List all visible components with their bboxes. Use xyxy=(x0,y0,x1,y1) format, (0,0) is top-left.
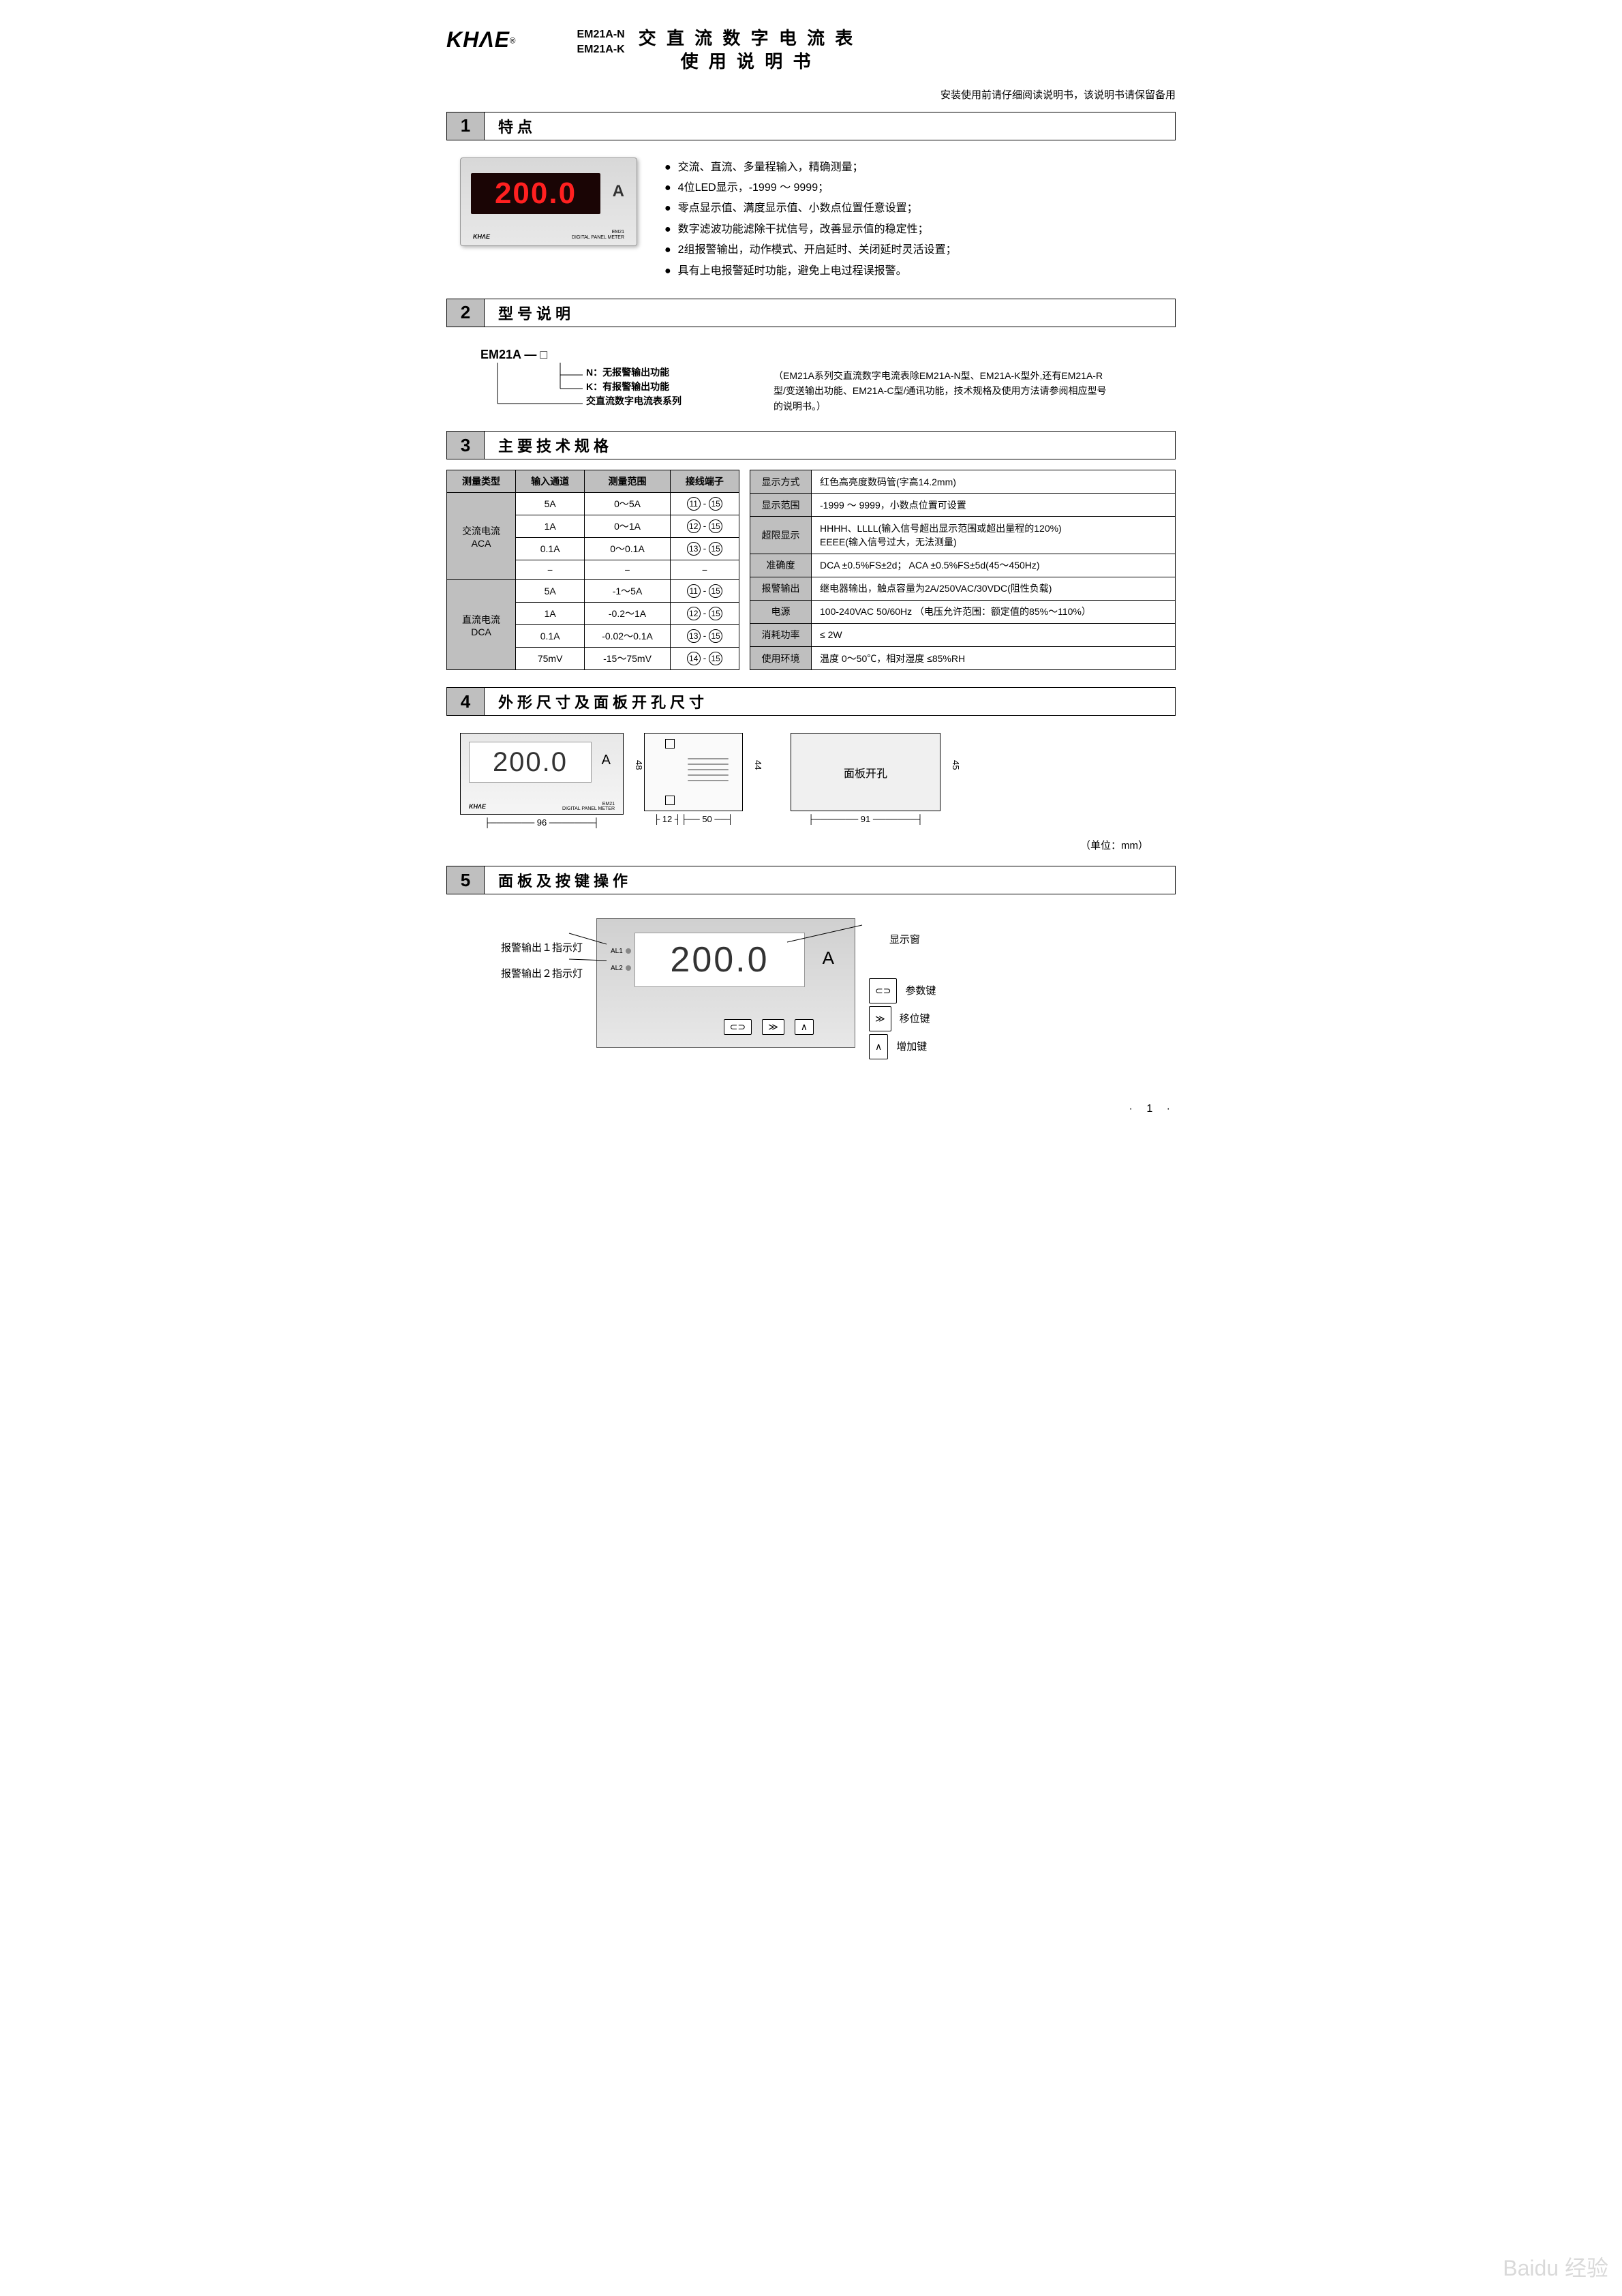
section-4-body: 200.0 A KHΛE EM21 DIGITAL PANEL METER ├─… xyxy=(446,726,1176,838)
section-1-body: AL1 ●AL2 ● 200.0 A KHΛE EM21 DIGITAL PAN… xyxy=(446,151,1176,299)
inc-key-icon: ∧ xyxy=(795,1019,814,1035)
pre-read-note: 安装使用前请仔细阅读说明书，该说明书请保留备用 xyxy=(446,87,1176,102)
document-title: 交 直 流 数 字 电 流 表 使 用 说 明 书 xyxy=(639,27,856,74)
model-numbers: EM21A-N EM21A-K xyxy=(577,27,625,58)
spec-tables: 测量类型输入通道 测量范围接线端子 交流电流 ACA 5A0～5A 11 - 1… xyxy=(446,470,1176,670)
product-photo: AL1 ●AL2 ● 200.0 A KHΛE EM21 DIGITAL PAN… xyxy=(460,157,637,246)
document-page: KHΛE® EM21A-N EM21A-K 交 直 流 数 字 电 流 表 使 … xyxy=(406,0,1216,1143)
section-1-header: 1 特点 xyxy=(446,112,1176,140)
left-annotations: 报警输出１指示灯 报警输出２指示灯 xyxy=(460,918,583,986)
front-view: 200.0 A KHΛE EM21 DIGITAL PANEL METER ├─… xyxy=(460,733,624,828)
section-4-header: 4 外形尺寸及面板开孔尺寸 xyxy=(446,687,1176,716)
model-tree: EM21A — □ N：无报警输出功能 K：有报警输出功能 交直流数字电流表系列 xyxy=(460,348,733,414)
shift-key-icon: ≫ xyxy=(762,1019,784,1035)
section-2-body: EM21A — □ N：无报警输出功能 K：有报警输出功能 交直流数字电流表系列… xyxy=(446,337,1176,431)
brand-logo: KHΛE® xyxy=(446,27,516,52)
spec-table-right: 显示方式红色高亮度数码管(字高14.2mm) 显示范围-1999 ～ 9999，… xyxy=(750,470,1176,670)
section-3-header: 3 主要技术规格 xyxy=(446,431,1176,459)
feature-list: 交流、直流、多量程输入，精确测量； 4位LED显示，-1999 ～ 9999； … xyxy=(664,157,957,282)
section-2-header: 2 型号说明 xyxy=(446,299,1176,327)
section-5-header: 5 面板及按键操作 xyxy=(446,866,1176,894)
param-key-icon: ⊂⊃ xyxy=(724,1019,752,1035)
section-2-note: （EM21A系列交直流数字电流表除EM21A-N型、EM21A-K型外,还有EM… xyxy=(774,368,1114,414)
side-view: ├ 12 ┤├── 50 ──┤ 44 xyxy=(644,733,743,824)
right-annotations: 显示窗 ⊂⊃参数键 ≫移位键 ∧增加键 xyxy=(869,918,936,1061)
spec-table-left: 测量类型输入通道 测量范围接线端子 交流电流 ACA 5A0～5A 11 - 1… xyxy=(446,470,739,670)
section-5-body: 报警输出１指示灯 报警输出２指示灯 AL1 AL2 200.0 A ⊂⊃ ≫ ∧… xyxy=(446,905,1176,1075)
cutout-view: 面板开孔 ├─────── 91 ───────┤ 45 xyxy=(791,733,940,824)
page-number: · 1 · xyxy=(446,1103,1176,1115)
panel-diagram: AL1 AL2 200.0 A ⊂⊃ ≫ ∧ xyxy=(596,918,855,1048)
unit-note: （单位：mm） xyxy=(446,838,1176,852)
header: KHΛE® EM21A-N EM21A-K 交 直 流 数 字 电 流 表 使 … xyxy=(446,27,1176,74)
watermark: Baidu 经验 xyxy=(1503,2251,1608,2282)
